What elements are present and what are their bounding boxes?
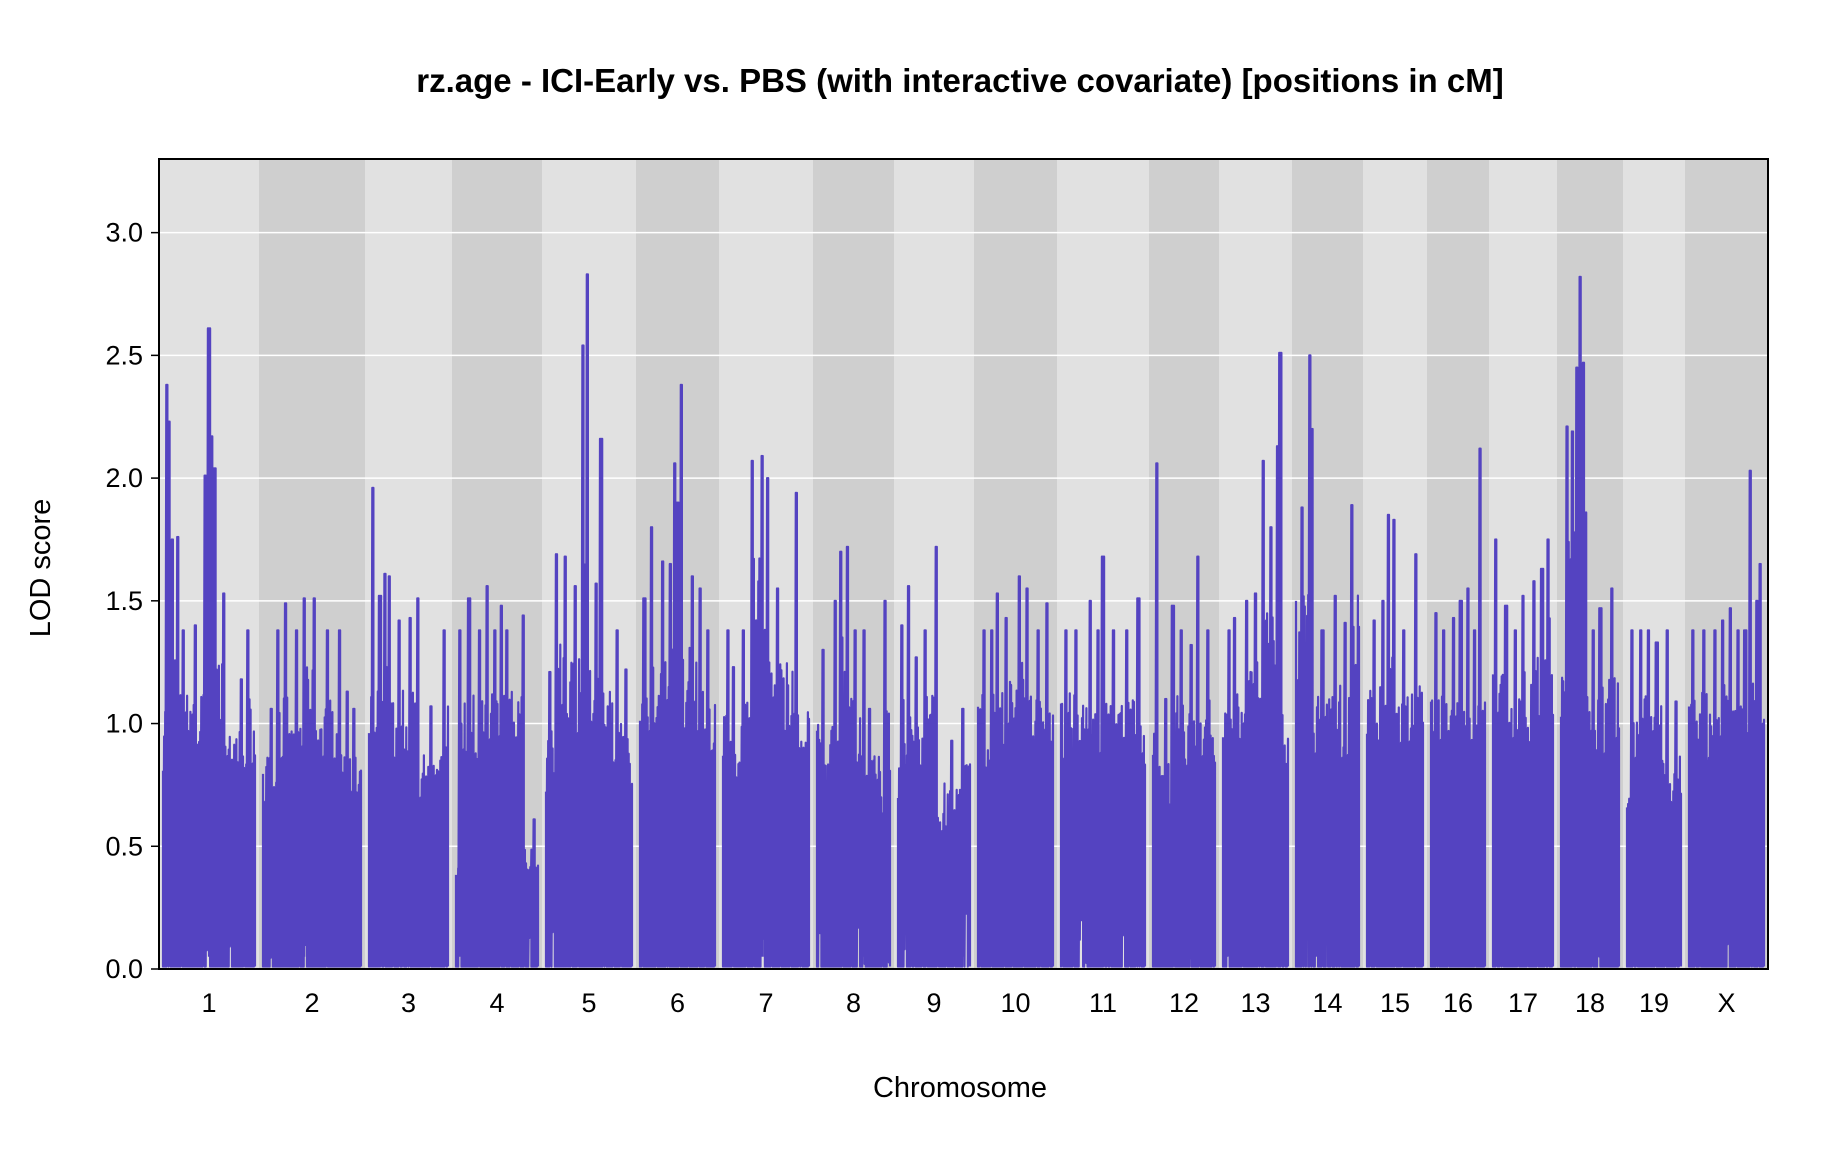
- x-tick-label-chr-17: 17: [1508, 988, 1538, 1018]
- lod-trace-chr-11: [1059, 555, 1147, 968]
- y-tick-label: 2.0: [105, 463, 143, 493]
- x-tick-label-chr-3: 3: [401, 988, 416, 1018]
- lod-trace-chr-19: [1625, 629, 1683, 968]
- y-axis-ticks: 0.0 0.5 1.0 1.5 2.0 2.5 3.0: [105, 218, 159, 984]
- y-tick-label: 1.0: [105, 709, 143, 739]
- x-axis-label: Chromosome: [873, 1072, 1047, 1104]
- x-tick-label-chr-10: 10: [1000, 988, 1030, 1018]
- x-tick-label-chr-11: 11: [1089, 988, 1117, 1018]
- lod-trace-chr-2: [261, 597, 363, 968]
- x-tick-label-chr-5: 5: [581, 988, 596, 1018]
- lod-trace-chr-6: [638, 383, 717, 968]
- y-tick-label: 3.0: [105, 218, 143, 248]
- y-tick-label: 0.0: [105, 954, 143, 984]
- x-tick-label-chr-6: 6: [670, 988, 685, 1018]
- lod-trace-chr-X: [1687, 469, 1766, 968]
- lod-trace-chr-12: [1151, 462, 1217, 968]
- x-tick-label-chr-8: 8: [846, 988, 861, 1018]
- lod-trace-chr-16: [1429, 447, 1487, 968]
- lod-trace: [161, 273, 1766, 968]
- x-tick-label-chr-2: 2: [304, 988, 319, 1018]
- y-tick-label: 0.5: [105, 831, 143, 861]
- lod-trace-chr-7: [721, 454, 811, 968]
- x-tick-label-chr-12: 12: [1169, 988, 1199, 1018]
- y-axis-label: LOD score: [25, 499, 57, 638]
- x-axis-ticks: 1 2 3 4 5 6 7 8 9 10 11 12 13 14 15 16 17 18 19 X: [201, 988, 1735, 1018]
- lod-trace-chr-9: [896, 545, 972, 968]
- lod-trace-chr-4: [454, 585, 540, 968]
- lod-trace-chr-13: [1221, 351, 1290, 968]
- x-tick-label-chr-1: 1: [201, 988, 216, 1018]
- x-tick-label-chr-13: 13: [1240, 988, 1270, 1018]
- lod-trace-chr-3: [367, 486, 450, 968]
- lod-trace-chr-18: [1559, 275, 1621, 968]
- x-tick-label-chr-9: 9: [926, 988, 941, 1018]
- lod-trace-chr-5: [544, 273, 634, 968]
- x-tick-label-chr-X: X: [1717, 988, 1735, 1018]
- lod-trace-chr-1: [161, 327, 257, 968]
- x-tick-label-chr-16: 16: [1443, 988, 1473, 1018]
- lod-trace-chr-15: [1365, 513, 1425, 968]
- lod-trace-chr-8: [815, 545, 892, 968]
- chart-title: rz.age - ICI-Early vs. PBS (with interac…: [416, 62, 1503, 99]
- plot-frame: [158, 158, 1769, 970]
- x-tick-label-chr-19: 19: [1639, 988, 1669, 1018]
- x-tick-label-chr-4: 4: [489, 988, 504, 1018]
- lod-trace-chr-10: [976, 575, 1055, 968]
- x-tick-label-chr-14: 14: [1312, 988, 1342, 1018]
- y-tick-label: 2.5: [105, 340, 143, 370]
- lod-trace-chr-14: [1294, 354, 1361, 968]
- x-tick-label-chr-15: 15: [1380, 988, 1410, 1018]
- y-tick-label: 1.5: [105, 586, 143, 616]
- x-tick-label-chr-18: 18: [1575, 988, 1605, 1018]
- lod-trace-chr-17: [1491, 538, 1555, 968]
- x-tick-label-chr-7: 7: [758, 988, 773, 1018]
